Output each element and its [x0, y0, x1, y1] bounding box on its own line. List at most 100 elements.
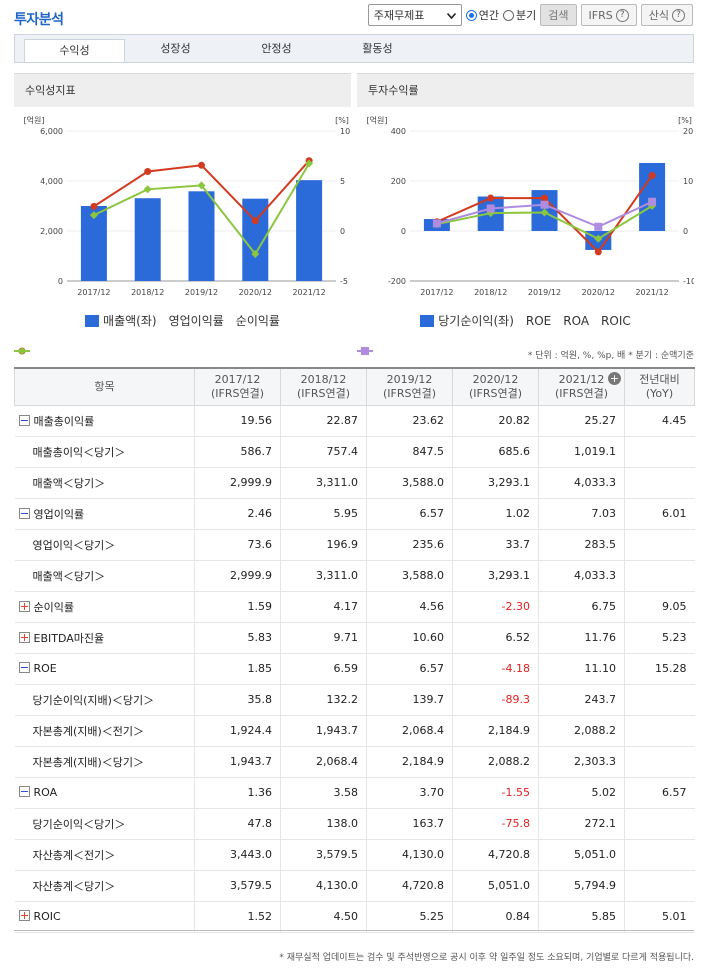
- right-tick-label: 5: [340, 177, 345, 186]
- collapse-icon[interactable]: [18, 786, 30, 797]
- header-basis: (IFRS연결): [382, 386, 437, 400]
- legend-item: 영업이익률: [14, 312, 224, 355]
- table-row: 매출액＜당기＞ 2,999.9 3,311.0 3,588.0 3,293.1 4,033…: [14, 467, 695, 499]
- search-button[interactable]: 검색: [540, 4, 577, 26]
- table-cell: 5,051.0: [452, 870, 539, 902]
- table-cell: 19.56: [194, 405, 281, 437]
- right-tick-label: 20: [683, 127, 693, 136]
- table-row: 매출액＜당기＞ 2,999.9 3,311.0 3,588.0 3,293.1 4,033…: [14, 560, 695, 592]
- table-cell: 3,588.0: [366, 560, 453, 592]
- left-tick-label: 4,000: [40, 177, 63, 186]
- collapse-icon[interactable]: [18, 414, 30, 426]
- x-tick-label: 2019/12: [528, 288, 561, 297]
- table-cell: 2,088.2: [538, 715, 625, 747]
- legend-item: 순이익률: [14, 312, 280, 355]
- table-cell: 10.60: [366, 622, 453, 654]
- table-cell: 4.56: [366, 591, 453, 623]
- row-label-text[interactable]: 영업이익률: [33, 507, 85, 521]
- x-tick-label: 2020/12: [582, 288, 615, 297]
- collapse-icon[interactable]: [18, 507, 30, 519]
- table-cell: 23.62: [366, 405, 453, 437]
- table-cell: 1.52: [194, 901, 281, 933]
- table-cell: 25.27: [538, 405, 625, 437]
- tab-bar: 수익성 성장성 안정성 활동성: [14, 34, 694, 63]
- ifrs-button[interactable]: IFRS ?: [580, 4, 637, 26]
- table-cell: 5.02: [538, 777, 625, 809]
- radio-annual-dot[interactable]: [465, 9, 477, 21]
- radio-quarter[interactable]: 분기: [503, 7, 536, 23]
- row-label: 자산총계＜당기＞: [14, 870, 195, 902]
- table-row: ROA 1.36 3.58 3.70 -1.55 5.02 6.57: [14, 777, 695, 809]
- data-point: [197, 181, 206, 190]
- header-col: 2020/12 (IFRS연결): [452, 367, 539, 406]
- left-axis-unit: [억원]: [24, 115, 45, 125]
- legend-label: 매출액(좌): [103, 314, 157, 328]
- row-label-text[interactable]: 매출총이익률: [33, 414, 95, 428]
- right-axis-unit: [%]: [335, 116, 349, 125]
- table-row: 자산총계＜전기＞ 3,443.0 3,579.5 4,130.0 4,720.8 5,05…: [14, 839, 695, 871]
- radio-annual[interactable]: 연간: [465, 7, 499, 23]
- left-tick-label: 200: [391, 177, 406, 186]
- table-cell: 132.2: [280, 684, 367, 716]
- table-cell: 2,068.4: [366, 715, 453, 747]
- row-label-text[interactable]: ROIC: [33, 910, 61, 923]
- tab-activity[interactable]: 활동성: [362, 42, 393, 55]
- table-cell: 196.9: [280, 529, 367, 561]
- right-axis-unit: [%]: [678, 116, 692, 125]
- table-cell: 1.59: [194, 591, 281, 623]
- row-label-text[interactable]: ROA: [33, 786, 58, 799]
- tab-stability[interactable]: 안정성: [261, 42, 292, 55]
- row-label-text: 영업이익＜당기＞: [32, 538, 116, 552]
- expand-icon[interactable]: [18, 910, 30, 921]
- table-cell: 4.17: [280, 591, 367, 623]
- row-label-text[interactable]: EBITDA마진율: [33, 631, 105, 645]
- tab-profitability[interactable]: 수익성: [24, 39, 125, 62]
- table-row: EBITDA마진율 5.83 9.71 10.60 6.52 11.76 5.23: [14, 622, 695, 654]
- left-tick-label: 0: [401, 227, 406, 236]
- left-axis-unit: [억원]: [367, 115, 388, 125]
- radio-quarter-dot[interactable]: [503, 9, 515, 21]
- data-point: [541, 194, 548, 202]
- data-point: [305, 159, 314, 168]
- legend-swatch: [85, 314, 100, 327]
- bar: [188, 191, 215, 281]
- legend-item: 매출액(좌): [85, 312, 157, 329]
- row-label-text: 자산총계＜당기＞: [32, 879, 116, 893]
- expand-icon[interactable]: [18, 600, 30, 612]
- row-label-text[interactable]: ROE: [33, 662, 57, 675]
- header-col: 2017/12 (IFRS연결): [194, 367, 281, 406]
- table-cell: 5.95: [280, 498, 367, 530]
- data-point: [251, 217, 259, 225]
- header-basis: (IFRS연결): [468, 386, 523, 400]
- table-cell-yoy: 4.45: [624, 405, 695, 437]
- statement-select[interactable]: 주재무제표: [367, 4, 462, 26]
- table-cell-yoy: [624, 715, 695, 747]
- right-tick-label: -5: [340, 277, 348, 286]
- profitability-table: 항목 2017/12 (IFRS연결) 2018/12 (IFRS연결) 2019/…: [14, 367, 695, 933]
- table-cell: 4,033.3: [538, 467, 625, 499]
- table-row: 영업이익＜당기＞ 73.6 196.9 235.6 33.7 283.5: [14, 529, 695, 561]
- formula-button-label: 산식: [648, 9, 669, 22]
- bar: [296, 180, 323, 281]
- formula-button[interactable]: 산식 ?: [640, 4, 693, 26]
- table-cell: 22.87: [280, 405, 367, 437]
- collapse-icon[interactable]: [18, 662, 30, 673]
- tab-growth[interactable]: 성장성: [160, 42, 191, 55]
- table-cell: 1,019.1: [538, 436, 625, 468]
- header-year: 2021/12: [558, 372, 605, 386]
- table-cell: 1,943.7: [280, 715, 367, 747]
- left-tick-label: 400: [391, 127, 406, 136]
- expand-icon[interactable]: [18, 631, 30, 643]
- row-label: EBITDA마진율: [14, 622, 195, 654]
- table-row: 순이익률 1.59 4.17 4.56 -2.30 6.75 9.05: [14, 591, 695, 623]
- header-yoy: 전년대비 (YoY): [624, 367, 695, 406]
- table-cell-yoy: 6.01: [624, 498, 695, 530]
- data-point: [198, 161, 205, 169]
- row-label: 매출총이익률: [14, 405, 195, 437]
- data-point: [90, 202, 98, 210]
- table-cell: 3,579.5: [194, 870, 281, 902]
- row-label-text[interactable]: 순이익률: [33, 600, 74, 614]
- add-column-icon[interactable]: +: [608, 372, 621, 385]
- units-note: * 단위 : 억원, %, %p, 배 * 분기 : 순액기준: [527, 351, 694, 361]
- x-tick-label: 2018/12: [131, 288, 164, 297]
